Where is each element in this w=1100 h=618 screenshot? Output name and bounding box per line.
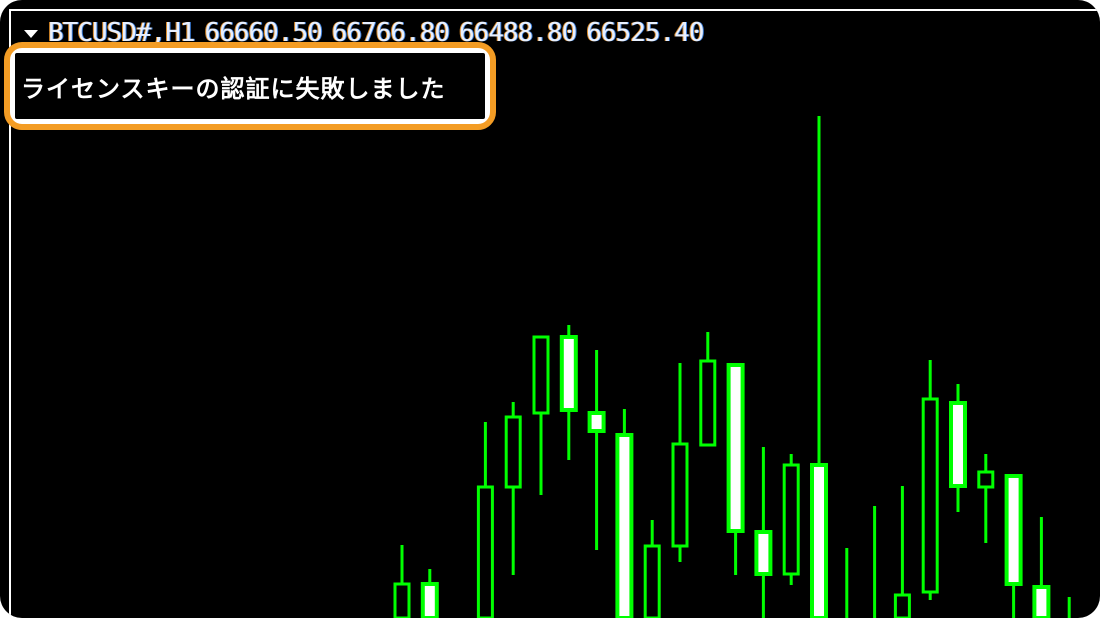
close-price: 66525.40 xyxy=(586,18,704,48)
candle-body xyxy=(1004,474,1023,586)
candle xyxy=(671,363,689,562)
candle-body xyxy=(643,544,661,618)
candle xyxy=(476,422,494,618)
candle-body xyxy=(977,470,995,489)
candle-body xyxy=(949,401,967,488)
chart-frame xyxy=(9,9,1100,618)
candle-body xyxy=(587,411,606,433)
candle-body xyxy=(559,335,578,412)
candle xyxy=(643,520,661,618)
candle xyxy=(949,384,967,512)
candle xyxy=(393,545,411,618)
candle xyxy=(1004,474,1023,618)
candle xyxy=(532,335,550,495)
candle-body xyxy=(420,582,439,618)
candle-body xyxy=(782,463,800,576)
candle-body xyxy=(532,335,550,415)
candle-body xyxy=(504,415,522,489)
license-error-message: ライセンスキーの認証に失敗しました xyxy=(21,74,446,103)
candle xyxy=(810,116,828,618)
candle-body xyxy=(393,582,411,618)
candle xyxy=(504,402,522,575)
candle-body xyxy=(921,397,939,594)
candle-body xyxy=(893,593,911,618)
highlight-callout: ライセンスキーの認証に失敗しました xyxy=(4,42,496,130)
candle xyxy=(754,447,773,618)
candle-body xyxy=(754,530,773,576)
candle-body xyxy=(810,463,828,618)
candle-body xyxy=(699,359,717,447)
candle xyxy=(893,486,911,618)
candle xyxy=(977,454,995,543)
candle xyxy=(699,332,717,447)
candle-body xyxy=(1032,585,1051,618)
candle-body xyxy=(726,363,745,533)
candle xyxy=(587,350,606,550)
candle xyxy=(615,409,634,618)
candle xyxy=(782,454,800,585)
error-message-box: ライセンスキーの認証に失敗しました xyxy=(15,53,485,119)
candle-body xyxy=(671,442,689,548)
candle xyxy=(921,360,939,600)
candle xyxy=(559,325,578,460)
candle xyxy=(726,363,745,575)
candle-body xyxy=(476,485,494,618)
candle xyxy=(420,569,439,618)
dropdown-triangle-icon[interactable] xyxy=(24,29,38,38)
candle-body xyxy=(615,433,634,618)
